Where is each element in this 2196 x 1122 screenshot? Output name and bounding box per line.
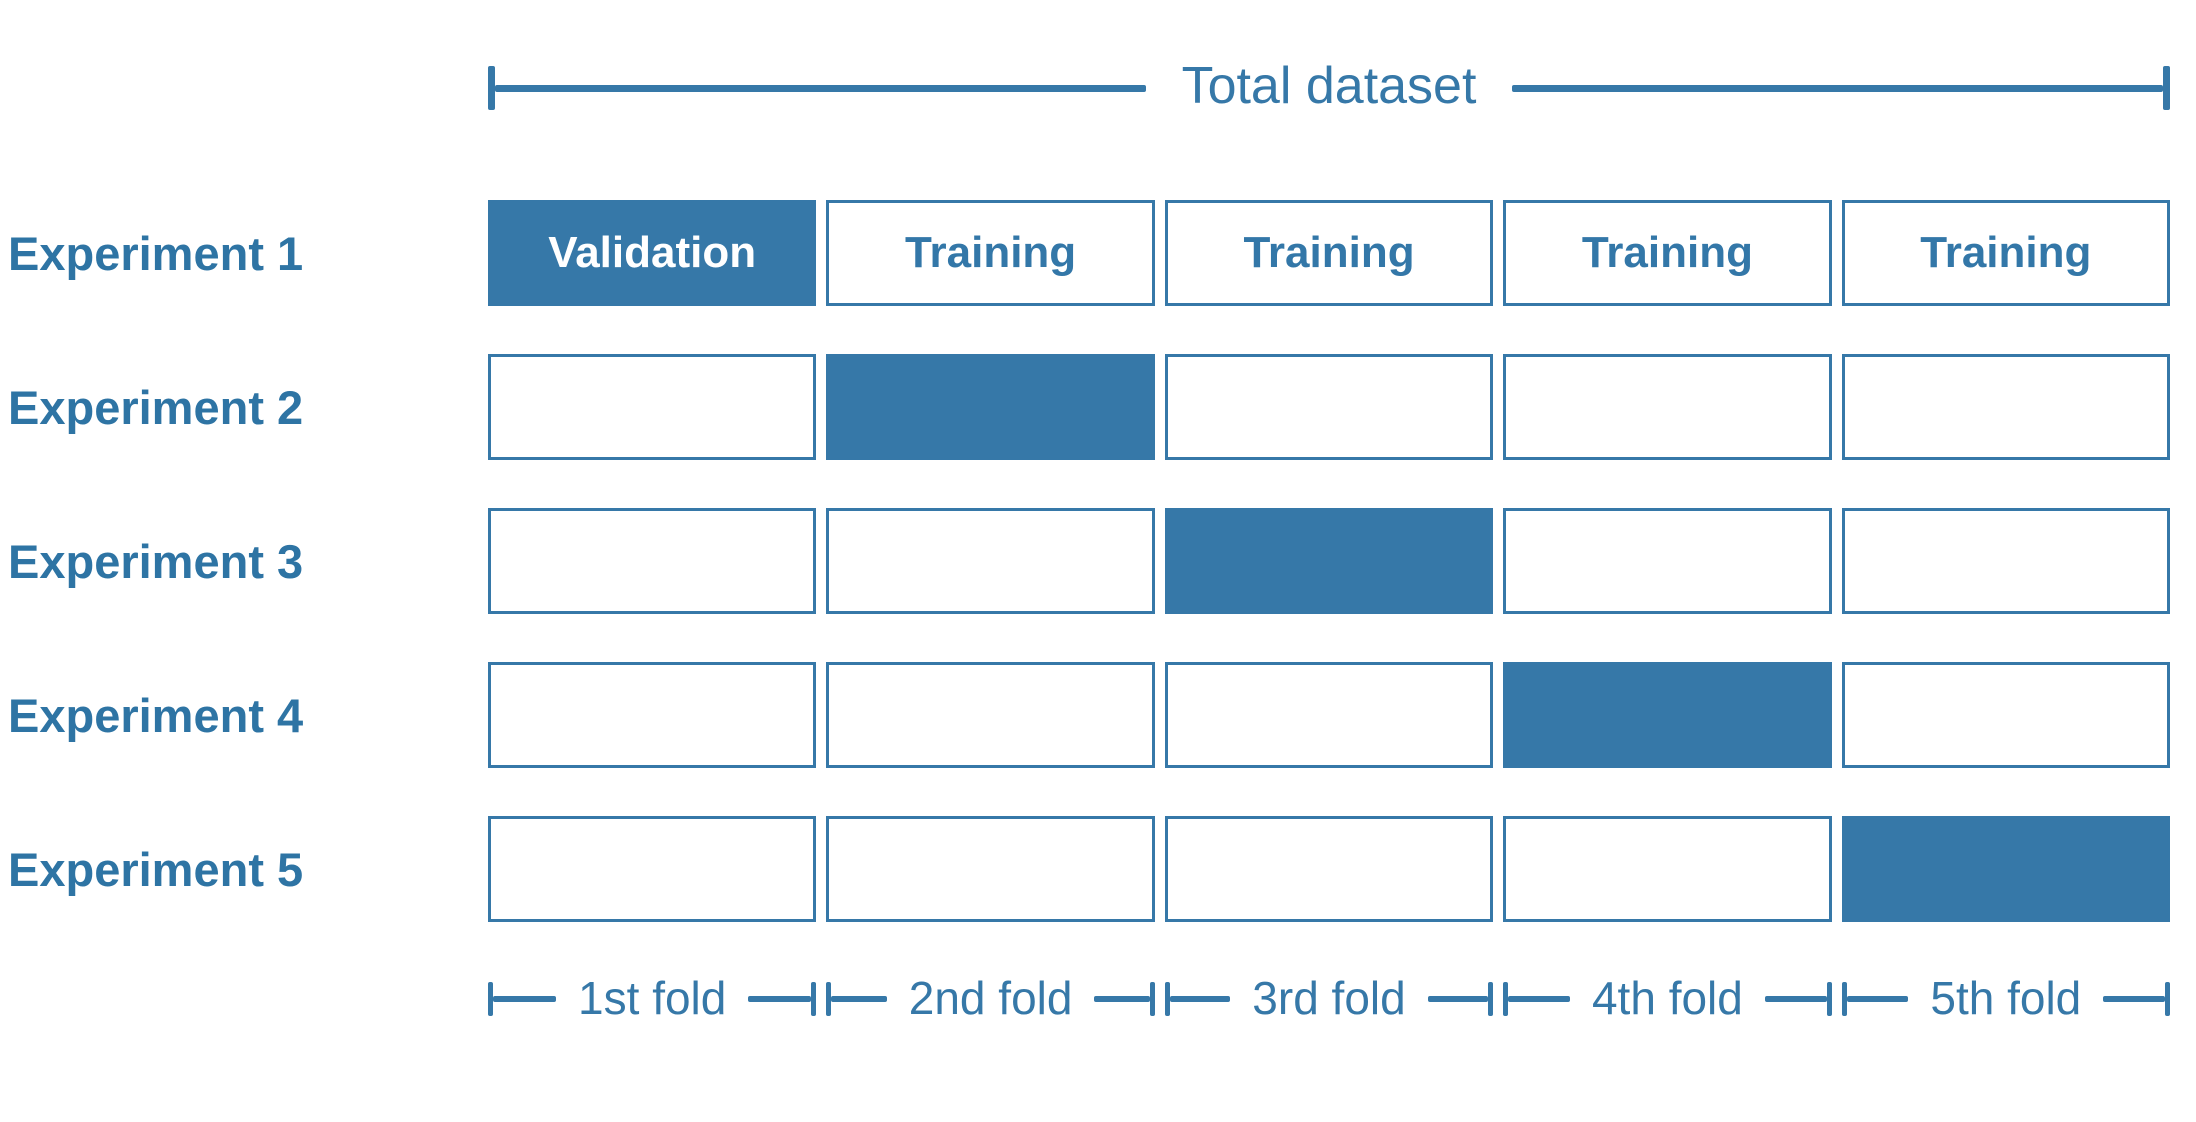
bracket-right-cap-icon xyxy=(2163,66,2170,110)
fold-bracket-3: 3rd fold xyxy=(1164,964,1494,1034)
fold-cell-1-training xyxy=(488,508,817,614)
fold-cell-5-training xyxy=(1841,508,2171,614)
experiment-row-2: Experiment 2 xyxy=(0,354,2196,460)
fold-bracket-1: 1st fold xyxy=(488,964,817,1034)
fold-cell-2-training xyxy=(826,508,1155,614)
fold-label: 1st fold xyxy=(578,972,727,1024)
fold-cell-2-training: Training xyxy=(826,200,1155,306)
total-dataset-bracket: Total dataset xyxy=(488,57,2170,115)
fold-line-left xyxy=(1169,996,1231,1002)
bracket-left-cap-icon xyxy=(488,66,495,110)
fold-line-left xyxy=(1846,996,1909,1002)
fold-left-cap-icon xyxy=(1164,982,1170,1016)
experiment-label: Experiment 3 xyxy=(8,534,304,588)
fold-line-right xyxy=(1427,996,1489,1002)
fold-cell-3-validation xyxy=(1164,508,1494,614)
fold-cell-2-training xyxy=(826,662,1155,768)
bracket-line-right xyxy=(1512,84,2163,92)
experiment-row-4: Experiment 4 xyxy=(0,662,2196,768)
fold-cell-4-validation xyxy=(1503,662,1832,768)
fold-cells: Validation Training Training Training Traini… xyxy=(488,200,2171,306)
experiment-label: Experiment 5 xyxy=(8,842,304,896)
fold-line-left xyxy=(831,996,887,1002)
fold-line-left xyxy=(493,996,557,1002)
fold-cell-3-training xyxy=(1164,662,1494,768)
fold-cell-4-training xyxy=(1503,354,1832,460)
fold-cell-5-validation xyxy=(1841,816,2171,922)
fold-label: 3rd fold xyxy=(1252,972,1406,1024)
fold-cell-4-training xyxy=(1503,816,1832,922)
fold-cells xyxy=(488,508,2171,614)
fold-line-right xyxy=(1764,996,1827,1002)
fold-label: 2nd fold xyxy=(908,972,1073,1024)
fold-right-cap-icon xyxy=(811,982,817,1016)
fold-left-cap-icon xyxy=(488,982,493,1016)
fold-cell-4-training xyxy=(1503,508,1832,614)
kfold-cross-validation-diagram: Total dataset Experiment 1 Validation Trai… xyxy=(0,57,2196,1122)
fold-cell-1-training xyxy=(488,816,817,922)
fold-cell-5-training: Training xyxy=(1841,200,2171,306)
fold-right-cap-icon xyxy=(1149,982,1155,1016)
fold-right-cap-icon xyxy=(1488,982,1494,1016)
experiment-label: Experiment 4 xyxy=(8,688,304,742)
total-dataset-label: Total dataset xyxy=(1181,57,1477,115)
fold-bracket-4: 4th fold xyxy=(1503,964,1832,1034)
fold-right-cap-icon xyxy=(1826,982,1832,1016)
bracket-line-left xyxy=(495,84,1146,92)
fold-label: 4th fold xyxy=(1591,972,1743,1024)
fold-line-right xyxy=(2103,996,2166,1002)
experiment-label: Experiment 2 xyxy=(8,380,304,434)
fold-left-cap-icon xyxy=(1503,982,1509,1016)
experiment-row-5: Experiment 5 xyxy=(0,816,2196,922)
experiment-rows: Experiment 1 Validation Training Training Tr… xyxy=(0,200,2196,922)
fold-bracket-5: 5th fold xyxy=(1841,964,2171,1034)
fold-cell-2-validation xyxy=(826,354,1155,460)
fold-cell-1-training xyxy=(488,662,817,768)
fold-label: 5th fold xyxy=(1930,972,2082,1024)
fold-bracket-2: 2nd fold xyxy=(826,964,1155,1034)
fold-cell-3-training xyxy=(1164,816,1494,922)
fold-left-cap-icon xyxy=(826,982,832,1016)
fold-cell-3-training xyxy=(1164,354,1494,460)
fold-cell-5-training xyxy=(1841,662,2171,768)
fold-brackets: 1st fold 2nd fold 3rd fold 4th fold 5th fold xyxy=(488,964,2171,1034)
experiment-row-1: Experiment 1 Validation Training Training Tr… xyxy=(0,200,2196,306)
fold-cell-5-training xyxy=(1841,354,2171,460)
fold-cell-4-training: Training xyxy=(1503,200,1832,306)
fold-line-left xyxy=(1508,996,1570,1002)
experiment-label: Experiment 1 xyxy=(8,226,304,280)
experiment-row-3: Experiment 3 xyxy=(0,508,2196,614)
fold-right-cap-icon xyxy=(2165,982,2171,1016)
fold-cells xyxy=(488,816,2171,922)
fold-cells xyxy=(488,354,2171,460)
fold-left-cap-icon xyxy=(1841,982,1847,1016)
fold-cells xyxy=(488,662,2171,768)
fold-cell-1-training xyxy=(488,354,817,460)
fold-line-right xyxy=(748,996,812,1002)
fold-line-right xyxy=(1094,996,1150,1002)
fold-cell-3-training: Training xyxy=(1164,200,1494,306)
fold-cell-2-training xyxy=(826,816,1155,922)
fold-cell-1-validation: Validation xyxy=(488,200,817,306)
